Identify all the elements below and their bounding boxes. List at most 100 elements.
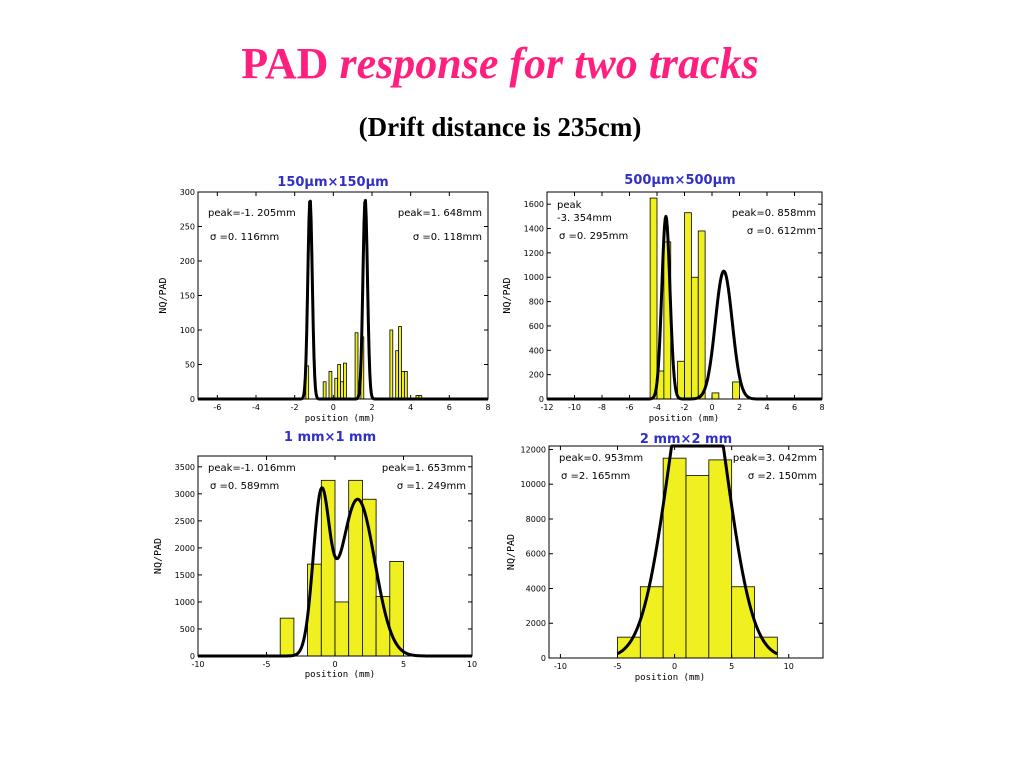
sigma-label: σ =0. 612mm <box>747 226 816 237</box>
sigma-label: σ =0. 118mm <box>413 232 482 243</box>
x-tick-label: 0 <box>331 403 336 412</box>
sigma-label: σ =0. 116mm <box>210 232 279 243</box>
y-tick-label: 3000 <box>175 490 195 499</box>
x-tick-label: -8 <box>598 403 606 412</box>
title-italic: response for two tracks <box>339 39 759 88</box>
y-tick-label: 400 <box>529 346 544 355</box>
x-tick-label: 0 <box>332 660 337 669</box>
x-tick-label: 0 <box>709 403 714 412</box>
x-tick-label: -12 <box>540 403 553 412</box>
histogram-bar <box>361 498 377 657</box>
fit-curve <box>197 198 489 401</box>
chart-title: 1 mm×1 mm <box>284 430 376 445</box>
y-tick-label: 600 <box>529 322 544 331</box>
histogram-bar <box>639 586 664 659</box>
sigma-label: σ =0. 295mm <box>559 231 628 242</box>
histogram-bar <box>754 636 778 659</box>
y-tick-label: 800 <box>529 298 544 307</box>
x-tick-label: -6 <box>213 403 221 412</box>
y-tick-label: 300 <box>180 188 195 197</box>
peak-label: peak <box>557 200 582 211</box>
histogram-bar <box>334 601 350 657</box>
peak-label: peak=1. 653mm <box>382 463 466 474</box>
x-axis-label: position (mm) <box>305 670 375 680</box>
x-tick-label: 5 <box>401 660 406 669</box>
y-tick-label: 250 <box>180 223 195 232</box>
peak-label: -3. 354mm <box>557 213 612 224</box>
y-tick-label: 1000 <box>175 598 195 607</box>
peak-label: peak=0. 858mm <box>732 208 816 219</box>
histogram-bar <box>697 230 706 400</box>
x-tick-label: -2 <box>291 403 299 412</box>
x-axis-label: position (mm) <box>649 414 719 424</box>
peak-label: peak=1. 648mm <box>398 208 482 219</box>
y-axis-label: NQ/PAD <box>502 277 513 313</box>
y-tick-label: 0 <box>190 395 195 404</box>
histogram-bar <box>731 586 755 659</box>
chart-panel-1: 150μm×150μm -6 -4 -2 0 2 4 6 8 0 50 100 150 200 250 300… <box>158 175 491 424</box>
chart-title: 2 mm×2 mm <box>640 432 732 447</box>
x-tick-label: 8 <box>485 403 490 412</box>
y-tick-label: 12000 <box>521 445 546 454</box>
histogram-bar <box>398 326 402 400</box>
sigma-label: σ =0. 589mm <box>210 481 279 492</box>
y-tick-label: 1200 <box>524 249 544 258</box>
y-tick-label: 200 <box>529 371 544 380</box>
chart-panel-3: 1 mm×1 mm -10 -5 0 5 10 0 500 1000 1500 2000 2500 30… <box>153 430 477 680</box>
histogram-bar <box>677 360 685 400</box>
y-tick-label: 4000 <box>526 584 546 593</box>
y-tick-label: 200 <box>180 257 195 266</box>
peak-label: peak=0. 953mm <box>559 453 643 464</box>
x-tick-label: 10 <box>467 660 477 669</box>
histogram-bar <box>389 329 394 400</box>
x-tick-label: 6 <box>792 403 797 412</box>
y-tick-label: 1400 <box>524 225 544 234</box>
x-tick-label: -10 <box>554 662 567 671</box>
slide-subtitle: (Drift distance is 235cm) <box>358 112 642 142</box>
chart-panel-2: 500μm×500μm -12 -10 -8 -6 -4 -2 0 2 4 6 8 0 200 400 600… <box>502 173 825 424</box>
y-tick-label: 50 <box>185 361 195 370</box>
y-tick-label: 100 <box>180 326 195 335</box>
peak-label: peak=3. 042mm <box>733 453 817 464</box>
histogram-bar <box>343 362 347 400</box>
histogram-bar <box>403 370 408 400</box>
x-tick-label: -10 <box>191 660 204 669</box>
histogram-bar <box>328 370 333 400</box>
title-prefix: PAD <box>241 39 329 88</box>
x-axis-label: position (mm) <box>635 673 705 683</box>
x-tick-label: 0 <box>672 662 677 671</box>
y-tick-label: 3500 <box>175 463 195 472</box>
y-tick-label: 0 <box>190 652 195 661</box>
x-tick-label: 2 <box>737 403 742 412</box>
y-tick-label: 150 <box>180 292 195 301</box>
plot-frame <box>197 191 489 400</box>
slide-title: PAD response for two tracks <box>0 38 1000 89</box>
x-tick-label: -10 <box>568 403 581 412</box>
y-tick-label: 0 <box>541 654 546 663</box>
y-tick-label: 500 <box>180 625 195 634</box>
chart-title: 150μm×150μm <box>277 175 388 190</box>
y-axis-label: NQ/PAD <box>506 534 517 570</box>
x-tick-label: 10 <box>784 662 794 671</box>
x-tick-label: -2 <box>681 403 689 412</box>
x-tick-label: -4 <box>653 403 661 412</box>
x-tick-label: -6 <box>626 403 634 412</box>
y-axis-label: NQ/PAD <box>158 277 169 313</box>
sigma-label: σ =1. 249mm <box>397 481 466 492</box>
histogram-bar <box>354 332 359 400</box>
sigma-label: σ =2. 150mm <box>748 471 817 482</box>
histogram-bar <box>340 381 344 400</box>
histogram-bar <box>684 212 692 400</box>
histogram-bar <box>732 381 740 400</box>
histogram-bar <box>337 364 341 400</box>
y-tick-label: 10000 <box>521 480 546 489</box>
x-tick-label: 6 <box>447 403 452 412</box>
histogram-bar <box>617 636 641 659</box>
plot-frame <box>548 445 824 659</box>
y-tick-label: 6000 <box>526 550 546 559</box>
y-axis-label: NQ/PAD <box>153 538 164 574</box>
y-tick-label: 2500 <box>175 517 195 526</box>
x-tick-label: -5 <box>614 662 622 671</box>
y-tick-label: 8000 <box>526 515 546 524</box>
